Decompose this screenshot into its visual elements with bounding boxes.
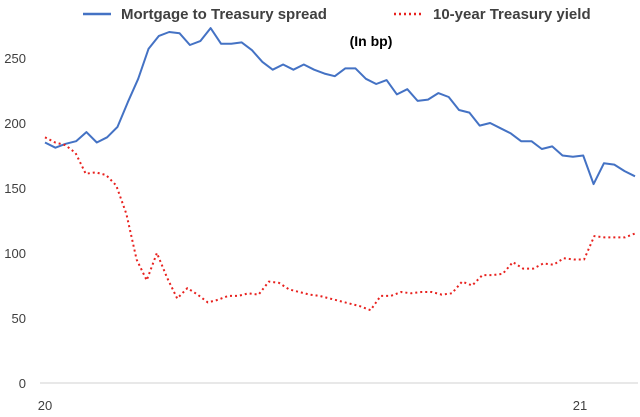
- x-axis: 20 21: [38, 382, 638, 413]
- y-tick-label: 250: [4, 51, 26, 66]
- x-tick-label: 21: [573, 398, 587, 413]
- y-tick-label: 150: [4, 181, 26, 196]
- legend-label-mortgage-spread: Mortgage to Treasury spread: [121, 6, 327, 23]
- y-tick-label: 100: [4, 246, 26, 261]
- y-tick-label: 0: [19, 376, 26, 391]
- chart-subtitle: (In bp): [350, 33, 393, 49]
- legend-label-treasury-yield: 10-year Treasury yield: [433, 6, 591, 23]
- y-tick-label: 200: [4, 116, 26, 131]
- legend: Mortgage to Treasury spread 10-year Trea…: [83, 6, 591, 23]
- series-layer: [44, 27, 636, 312]
- series-line-treasury-yield: [44, 136, 636, 312]
- y-tick-label: 50: [12, 311, 26, 326]
- y-axis: 0 50 100 150 200 250: [4, 51, 26, 391]
- x-tick-label: 20: [38, 398, 52, 413]
- series-line-mortgage-spread: [44, 27, 636, 186]
